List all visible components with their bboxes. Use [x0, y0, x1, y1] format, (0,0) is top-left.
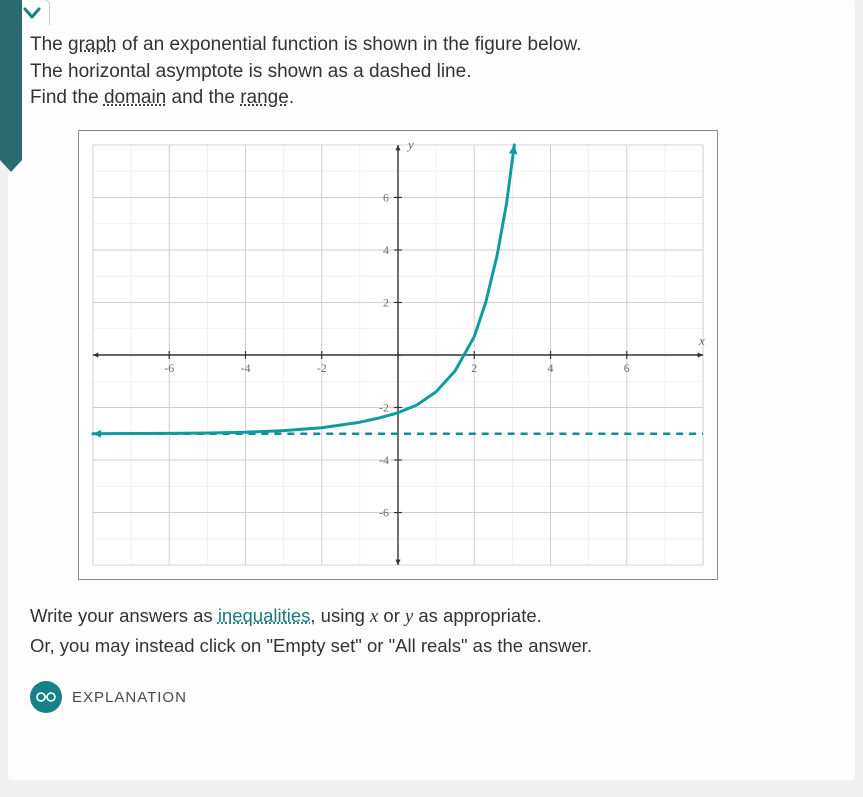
- svg-text:-6: -6: [379, 505, 389, 519]
- chevron-down-icon: [23, 6, 41, 20]
- svg-text:y: y: [406, 137, 414, 152]
- svg-text:x: x: [698, 333, 705, 348]
- link-graph[interactable]: graph: [68, 34, 117, 55]
- svg-text:-4: -4: [240, 361, 250, 375]
- text: The: [30, 34, 68, 55]
- answer-instructions: Write your answers as inequalities, usin…: [30, 602, 833, 660]
- svg-text:-2: -2: [317, 361, 327, 375]
- svg-text:6: 6: [383, 190, 389, 204]
- text: , using: [310, 605, 370, 626]
- svg-text:2: 2: [471, 361, 477, 375]
- text: as appropriate.: [413, 605, 542, 626]
- text: .: [289, 87, 294, 108]
- text: and the: [166, 87, 240, 108]
- text: The horizontal asymptote is shown as a d…: [30, 61, 471, 82]
- link-domain[interactable]: domain: [104, 87, 166, 108]
- svg-text:4: 4: [383, 243, 389, 257]
- text: Find the: [30, 87, 104, 108]
- bookmark-ribbon: [0, 0, 22, 160]
- graph-panel: -6 -4 -2 2 4 6 -6 -4 -2 2 4 6 y x: [78, 130, 718, 580]
- explanation-label: EXPLANATION: [72, 689, 187, 706]
- text: Or, you may instead click on "Empty set"…: [30, 635, 592, 656]
- var-y: y: [405, 607, 413, 627]
- svg-text:6: 6: [624, 361, 630, 375]
- explanation-row[interactable]: EXPLANATION: [30, 681, 833, 713]
- text: Write your answers as: [30, 605, 218, 626]
- svg-text:4: 4: [548, 361, 554, 375]
- glasses-icon: [30, 681, 62, 713]
- svg-text:2: 2: [383, 295, 389, 309]
- text: of an exponential function is shown in t…: [117, 34, 582, 55]
- graph-svg: -6 -4 -2 2 4 6 -6 -4 -2 2 4 6 y x: [79, 131, 717, 579]
- problem-statement: The graph of an exponential function is …: [30, 32, 833, 112]
- problem-card: The graph of an exponential function is …: [8, 0, 855, 780]
- svg-text:-2: -2: [379, 400, 389, 414]
- svg-text:-6: -6: [164, 361, 174, 375]
- link-inequalities[interactable]: inequalities: [218, 605, 311, 626]
- link-range[interactable]: range: [240, 87, 289, 108]
- svg-text:-4: -4: [379, 453, 389, 467]
- text: or: [378, 605, 405, 626]
